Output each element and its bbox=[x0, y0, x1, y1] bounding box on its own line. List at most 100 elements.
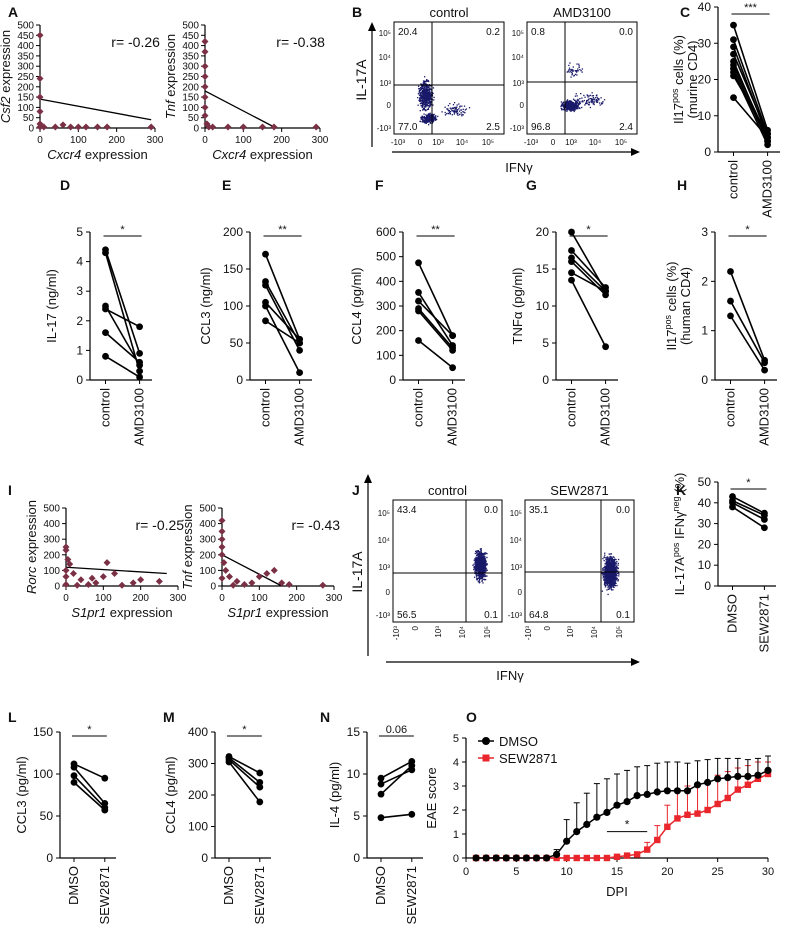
event-dot bbox=[428, 80, 430, 83]
data-point bbox=[136, 349, 144, 357]
trend-line bbox=[39, 98, 152, 121]
data-point bbox=[147, 123, 155, 131]
event-dot bbox=[421, 106, 424, 108]
event-dot bbox=[612, 566, 614, 569]
data-point bbox=[408, 762, 416, 769]
flow-title: SEW2871 bbox=[550, 483, 609, 498]
data-point bbox=[583, 820, 591, 829]
data-point bbox=[674, 815, 681, 822]
trend-line bbox=[65, 566, 167, 575]
event-dot bbox=[572, 70, 574, 72]
event-dot bbox=[481, 564, 483, 567]
y-tick-label: 15 bbox=[536, 262, 550, 276]
y-tick-label: 400 bbox=[43, 519, 60, 530]
y-tick-label: 1 bbox=[701, 324, 708, 338]
data-point bbox=[761, 516, 768, 523]
event-dot bbox=[603, 567, 605, 569]
event-dot bbox=[426, 117, 428, 119]
event-dot bbox=[417, 93, 420, 95]
event-dot bbox=[421, 96, 423, 98]
event-dot bbox=[573, 103, 575, 105]
y-tick-label: 3 bbox=[701, 225, 708, 239]
data-point bbox=[224, 123, 232, 131]
event-dot bbox=[604, 575, 606, 578]
y-tick-label: 0 bbox=[542, 373, 549, 387]
data-point bbox=[761, 366, 768, 374]
pair-line bbox=[418, 339, 454, 369]
event-dot bbox=[616, 575, 618, 577]
event-dot bbox=[424, 82, 426, 85]
event-dot bbox=[605, 576, 607, 578]
event-dot bbox=[444, 111, 446, 114]
data-point bbox=[602, 287, 609, 295]
event-dot bbox=[422, 92, 424, 95]
event-dot bbox=[589, 101, 591, 103]
x-axis-label: Cxcr4 expression bbox=[212, 147, 312, 162]
data-point bbox=[218, 535, 226, 543]
event-dot bbox=[611, 558, 614, 561]
event-dot bbox=[604, 563, 606, 565]
event-dot bbox=[426, 98, 428, 100]
data-point bbox=[730, 43, 737, 51]
event-dot bbox=[479, 553, 482, 556]
event-dot bbox=[606, 583, 609, 586]
event-dot bbox=[477, 577, 480, 580]
y-tick-label: 150 bbox=[223, 262, 243, 276]
event-dot bbox=[614, 580, 617, 583]
y-axis-label: IL-17Apos IFNγneg (%) bbox=[671, 473, 687, 596]
event-dot bbox=[608, 566, 611, 568]
x-tick-label: 100 bbox=[70, 135, 87, 146]
event-dot bbox=[617, 562, 619, 565]
event-dot bbox=[568, 69, 570, 71]
event-dot bbox=[560, 104, 563, 106]
event-dot bbox=[607, 558, 609, 561]
event-dot bbox=[430, 93, 432, 95]
event-dot bbox=[572, 102, 574, 104]
data-point bbox=[102, 352, 109, 360]
event-dot bbox=[587, 99, 589, 102]
event-dot bbox=[611, 557, 613, 560]
pair-line bbox=[104, 305, 141, 366]
category-label: AMD3100 bbox=[757, 388, 772, 446]
event-dot bbox=[614, 579, 616, 582]
event-dot bbox=[421, 118, 424, 121]
event-dot bbox=[479, 548, 482, 550]
x-tick-label: 15 bbox=[611, 866, 623, 878]
event-dot bbox=[617, 564, 619, 566]
event-dot bbox=[483, 555, 485, 558]
event-dot bbox=[482, 582, 484, 584]
y-axis-label: Il17pos cells (%)(murine CD4) bbox=[670, 35, 700, 124]
event-dot bbox=[418, 91, 420, 93]
y-tick-label: 50 bbox=[230, 336, 244, 350]
event-dot bbox=[604, 584, 606, 586]
event-dot bbox=[483, 574, 485, 576]
event-dot bbox=[418, 88, 421, 90]
y-tick-label: 250 bbox=[182, 72, 199, 83]
event-dot bbox=[465, 108, 468, 110]
event-dot bbox=[568, 107, 570, 110]
event-dot bbox=[589, 97, 591, 100]
data-point bbox=[730, 36, 737, 44]
legend-label: SEW2871 bbox=[499, 751, 558, 766]
event-dot bbox=[577, 99, 580, 101]
data-point bbox=[201, 48, 209, 56]
event-dot bbox=[420, 116, 422, 119]
plot-frame bbox=[524, 499, 635, 623]
event-dot bbox=[611, 570, 613, 573]
event-dot bbox=[575, 103, 577, 105]
event-dot bbox=[417, 104, 419, 106]
event-dot bbox=[484, 553, 486, 556]
event-dot bbox=[479, 552, 481, 554]
data-point bbox=[201, 73, 209, 80]
event-dot bbox=[615, 573, 617, 575]
event-dot bbox=[575, 107, 577, 109]
event-dot bbox=[578, 65, 580, 67]
event-dot bbox=[575, 70, 578, 72]
data-point bbox=[730, 94, 737, 102]
event-dot bbox=[420, 94, 423, 97]
data-point bbox=[102, 249, 109, 257]
event-dot bbox=[603, 579, 605, 581]
data-point bbox=[262, 317, 269, 325]
pair-line bbox=[732, 502, 765, 521]
data-point bbox=[714, 800, 721, 808]
